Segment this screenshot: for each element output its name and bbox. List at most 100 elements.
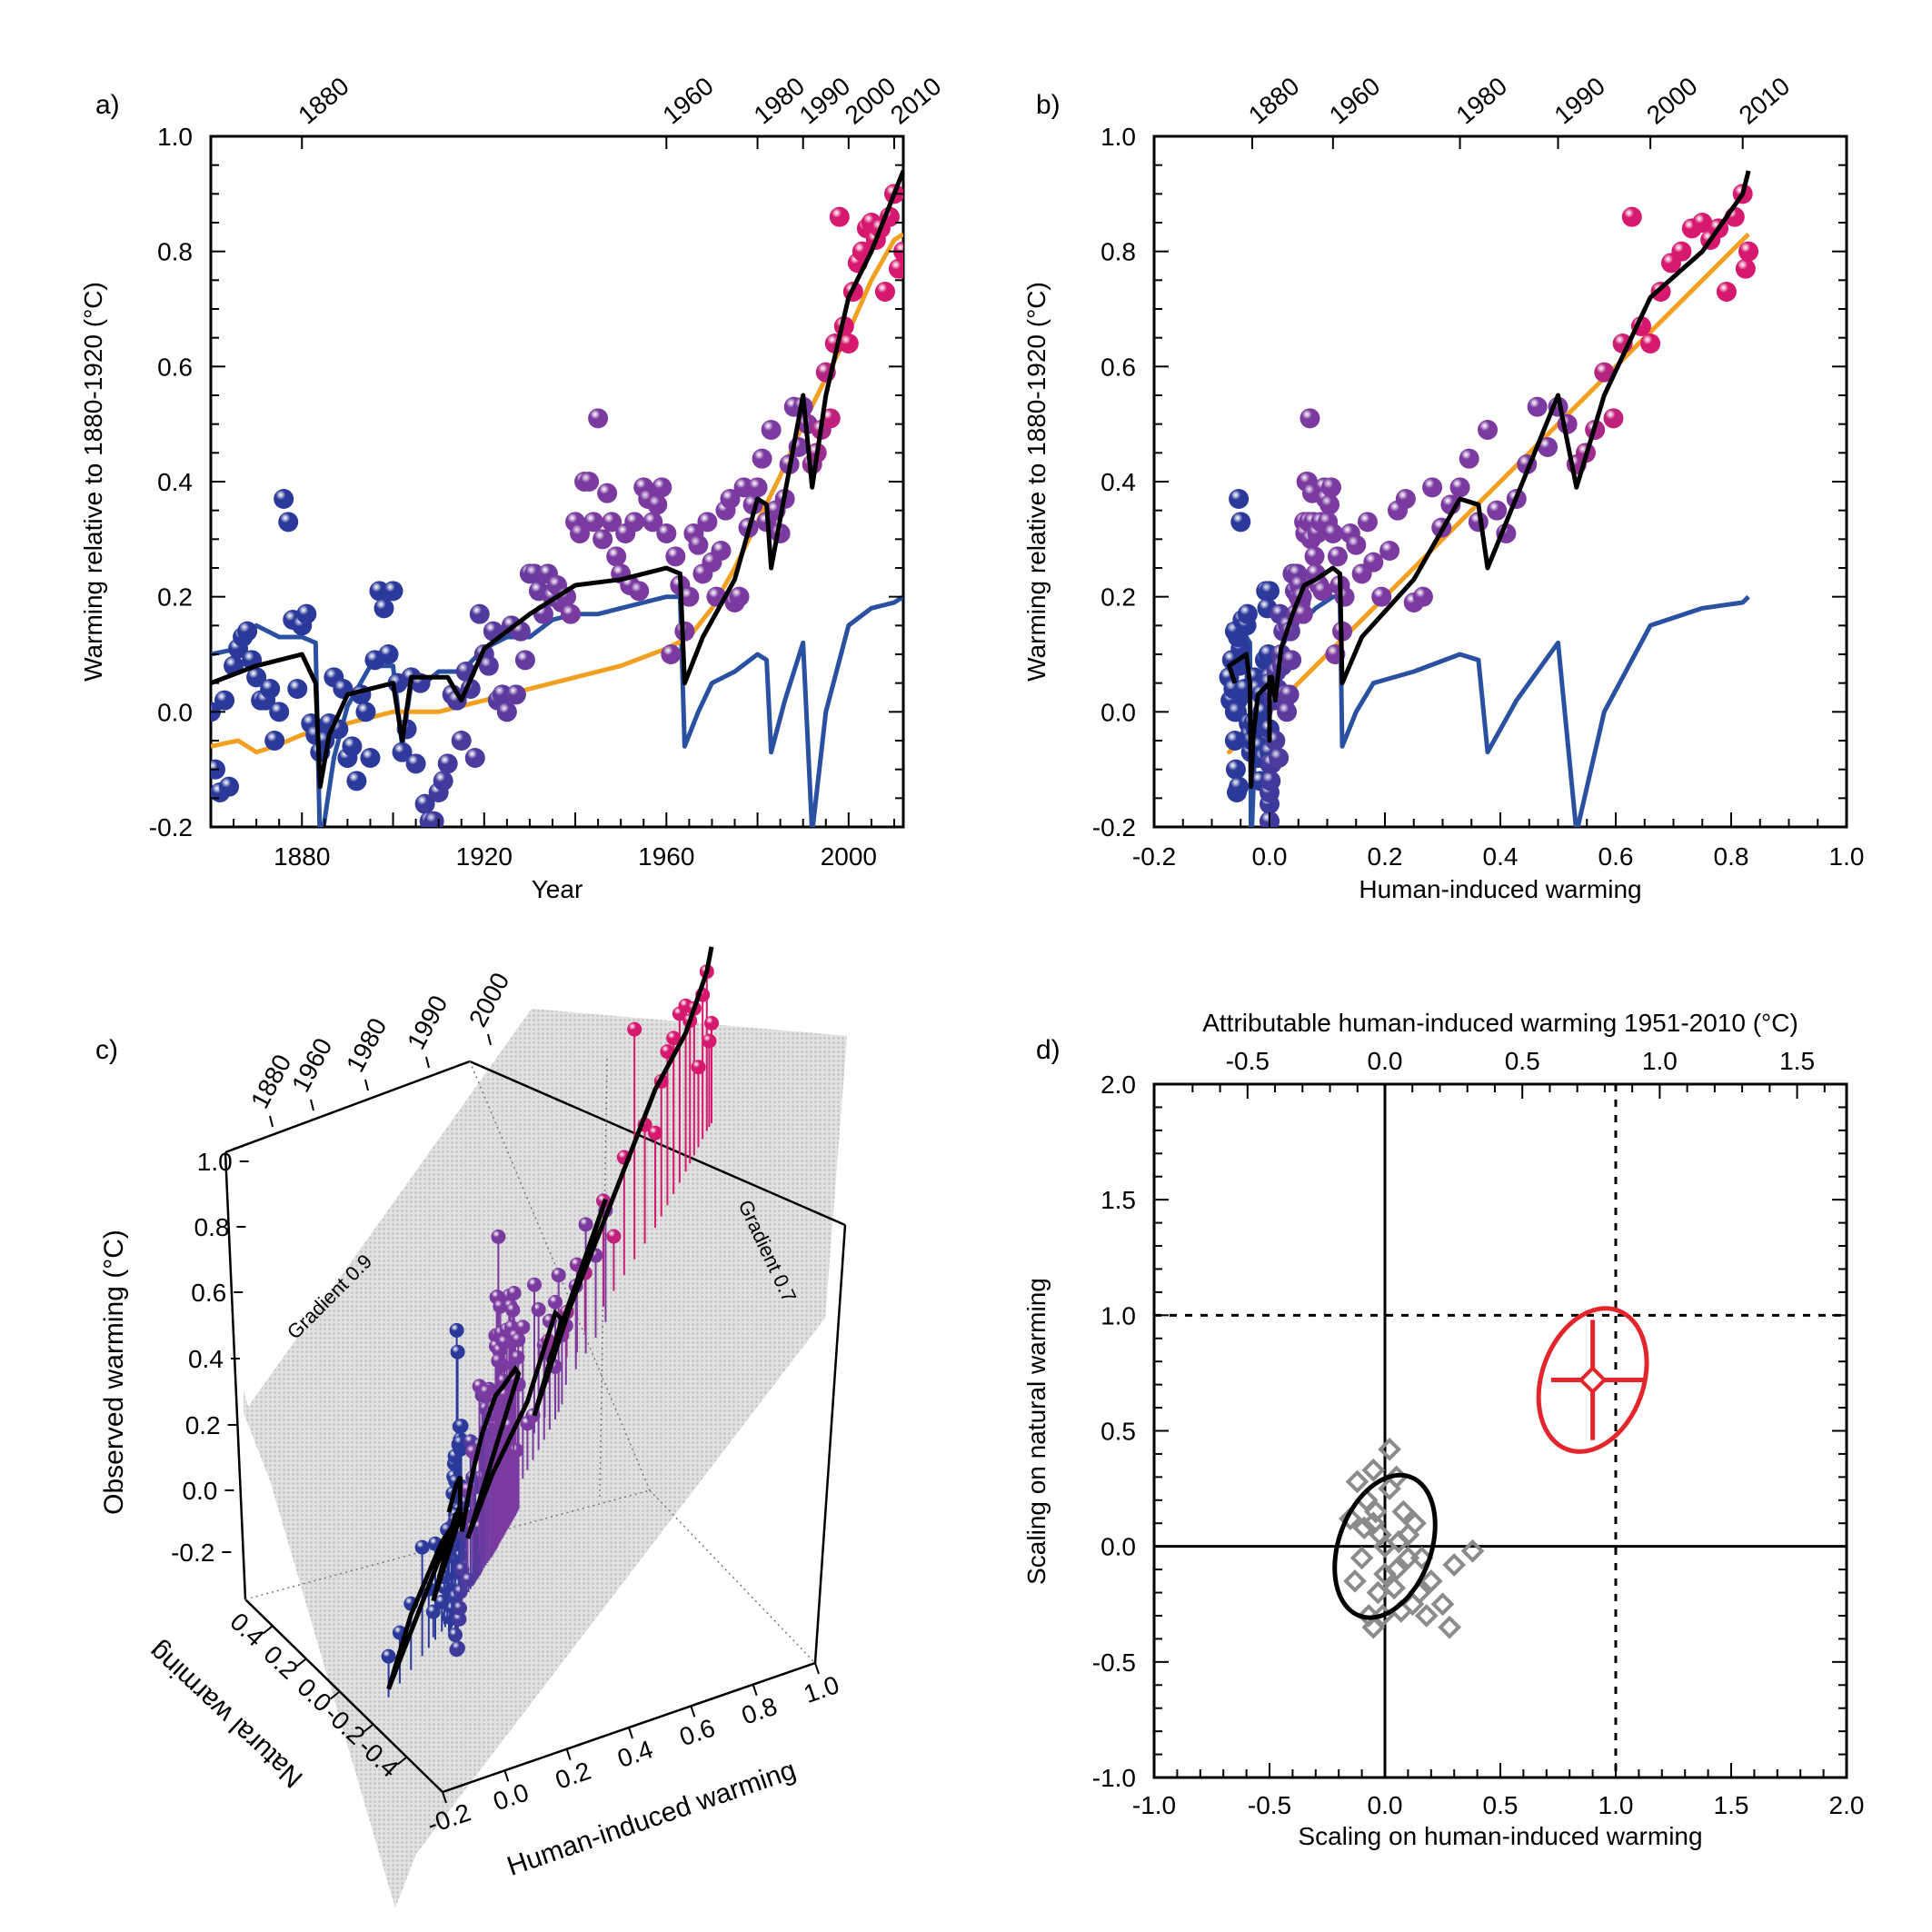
d-ytick-label: 0.0 <box>1100 1533 1136 1561</box>
d-diamond-point <box>1384 1558 1409 1581</box>
a-observed-point <box>656 523 677 543</box>
a-toptick-label: 1980 <box>749 72 811 130</box>
d-diamond-point <box>1378 1477 1401 1500</box>
panel-d-ylabel: Scaling on natural warming <box>1022 1278 1051 1585</box>
b-observed-point <box>1320 477 1341 498</box>
c-xtick-label: 0.8 <box>738 1692 781 1730</box>
a-observed-point <box>629 581 650 602</box>
c-xlabel: Human-induced warming <box>503 1755 800 1882</box>
c-box-edge <box>469 1061 651 1491</box>
b-observed-point <box>1379 541 1400 561</box>
c-xtick-label: 0.2 <box>552 1757 594 1795</box>
a-observed-point <box>688 534 709 555</box>
b-observed-point <box>1603 408 1624 429</box>
b-observed-point <box>1225 759 1246 780</box>
a-observed-point <box>606 546 627 567</box>
c-observed-point <box>453 1600 467 1616</box>
panel-d-top-label: Attributable human-induced warming 1951-… <box>1202 1009 1798 1037</box>
a-observed-point <box>360 748 381 768</box>
b-observed-point <box>1640 334 1661 354</box>
c-observed-point <box>452 1611 467 1627</box>
b-observed-point <box>1621 206 1642 227</box>
c-observed-point <box>506 1286 522 1301</box>
c-ztick-label: 0.2 <box>185 1411 221 1439</box>
d-toptick-label: -0.5 <box>1226 1047 1270 1075</box>
a-observed-point <box>583 512 604 533</box>
a-observed-point <box>469 603 490 624</box>
b-observed-point <box>1260 581 1280 602</box>
b-observed-point <box>1371 586 1392 607</box>
c-ztick-label: 0.8 <box>194 1213 230 1241</box>
a-observed-point <box>647 494 668 515</box>
a-observed-point <box>260 679 281 699</box>
b-observed-point <box>1229 776 1250 797</box>
c-observed-point <box>449 1322 464 1338</box>
c-observed-point <box>425 1604 441 1619</box>
panel-a-letter: a) <box>95 90 120 120</box>
b-observed-point <box>1594 362 1615 383</box>
d-diamond-point <box>1419 1569 1443 1593</box>
c-observed-point <box>450 1344 465 1359</box>
b-observed-point <box>1527 396 1548 417</box>
d-xtick-label: 0.0 <box>1368 1791 1403 1819</box>
d-diamond-point <box>1361 1615 1386 1639</box>
b-observed-point <box>1459 448 1479 469</box>
b-observed-point <box>1487 500 1508 521</box>
a-observed-point <box>392 742 413 762</box>
c-box-edge <box>224 1060 471 1154</box>
a-observed-point <box>729 586 750 607</box>
c-ntick-label: 0.4 <box>224 1608 270 1652</box>
b-observed-point <box>1312 581 1333 602</box>
d-xtick-label: -1.0 <box>1132 1791 1176 1819</box>
d-diamond-point <box>1442 1553 1467 1577</box>
c-box-edge <box>244 1598 443 1793</box>
b-observed-point <box>1260 771 1281 792</box>
b-observed-point <box>1327 546 1348 567</box>
b-observed-point <box>1395 489 1416 509</box>
c-toptick <box>310 1099 314 1111</box>
c-toptick <box>364 1079 369 1091</box>
c-observed-point <box>660 1044 675 1060</box>
a-observed-point <box>711 541 732 561</box>
c-ntick <box>397 1756 408 1766</box>
a-observed-point <box>888 258 903 279</box>
b-observed-point <box>1279 684 1300 705</box>
c-observed-point <box>491 1353 506 1369</box>
a-ytick-label: 0.6 <box>157 353 193 381</box>
c-xtick <box>442 1791 447 1804</box>
d-diamond-point <box>1361 1458 1386 1482</box>
a-observed-point <box>369 581 390 602</box>
a-observed-point <box>246 667 267 688</box>
c-box-edge <box>224 1151 247 1600</box>
c-xtick <box>752 1684 758 1696</box>
a-observed-point <box>761 420 782 440</box>
c-box-edge <box>813 1224 847 1664</box>
c-observed-point <box>493 1299 508 1314</box>
b-observed-point <box>1269 748 1290 768</box>
b-observed-point <box>1692 213 1713 233</box>
a-ytick-label: 0.2 <box>157 583 193 612</box>
a-observed-point <box>373 598 394 619</box>
a-observed-point <box>219 776 240 797</box>
b-toptick-label: 2010 <box>1734 72 1796 130</box>
c-toptick-label: 1990 <box>402 991 453 1054</box>
d-ytick-label: 1.5 <box>1100 1186 1136 1214</box>
c-observed-point <box>453 1419 469 1434</box>
c-observed-point <box>551 1268 566 1283</box>
b-toptick-label: 1990 <box>1549 72 1610 130</box>
panel-d-letter: d) <box>1036 1035 1061 1065</box>
c-observed-point <box>479 1384 493 1399</box>
panel-d-chart: -1.0 -0.5 0.0 0.5 1.0 1.5 2.0 -1.0 -0.5 0.0 0.5 1.0… <box>1022 1009 1864 1850</box>
a-observed-point <box>602 512 622 533</box>
c-ntick <box>330 1690 341 1700</box>
a-toptick-label: 1990 <box>794 72 856 130</box>
panel-c-letter: c) <box>95 1035 118 1065</box>
c-observed-point <box>666 1031 682 1046</box>
b-observed-point <box>1478 420 1499 440</box>
d-diamond-point <box>1460 1539 1485 1563</box>
c-observed-point <box>704 1015 719 1031</box>
c-observed-point <box>509 1443 524 1459</box>
a-observed-point <box>652 477 672 498</box>
b-observed-point <box>1320 494 1340 515</box>
b-combined-line <box>1227 170 1751 790</box>
